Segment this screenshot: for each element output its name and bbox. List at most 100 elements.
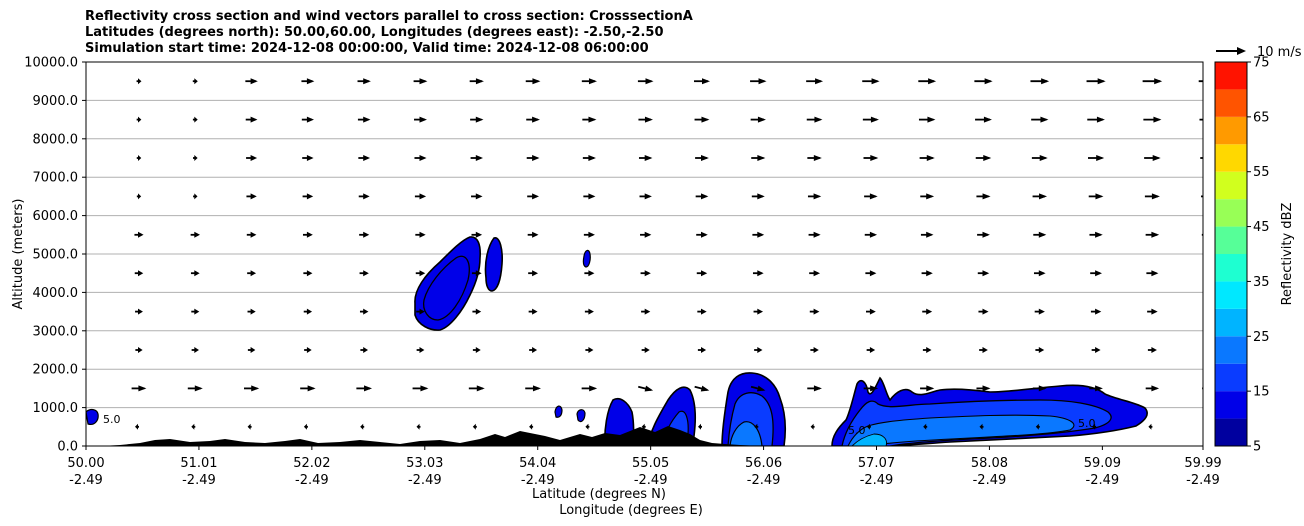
wind-vector-head <box>585 423 589 430</box>
wind-vector-head <box>701 231 708 238</box>
quiver-key-label: 10 m/s <box>1257 45 1302 60</box>
wind-vector-head <box>306 231 313 238</box>
colorbar-tick-label: 15 <box>1253 385 1270 400</box>
wind-vector-head <box>1208 385 1216 391</box>
wind-vector-head <box>475 193 483 200</box>
y-tick-label: 3000.0 <box>33 324 79 339</box>
quiver-key: 10 m/s <box>1216 45 1302 60</box>
wind-vector-head <box>1148 423 1152 430</box>
wind-vector-head <box>644 347 650 353</box>
wind-vector-head <box>419 193 427 200</box>
wind-vector-head <box>138 116 142 123</box>
y-tick-label: 8000.0 <box>33 132 79 147</box>
wind-vector-head <box>532 385 541 392</box>
x-tick-label-lon: -2.49 <box>634 473 668 488</box>
wind-vector-head <box>757 231 765 238</box>
wind-vector-head <box>813 155 822 161</box>
wind-vector-head <box>475 78 484 85</box>
wind-vector-head <box>701 308 707 315</box>
wind-vector-head <box>306 78 315 85</box>
colorbar-segment <box>1215 226 1247 254</box>
wind-vector-head <box>869 347 876 353</box>
colorbar-label: Reflectivity dBZ <box>1280 203 1295 306</box>
wind-vector-head <box>532 270 539 277</box>
colorbar-segment <box>1215 336 1247 364</box>
wind-vector-head <box>138 308 143 315</box>
wind-vector-head <box>983 155 992 161</box>
wind-vector-head <box>1151 231 1160 238</box>
wind-vector-head <box>644 116 653 123</box>
x-tick-label-lon: -2.49 <box>182 473 216 488</box>
wind-vector-head <box>871 78 880 85</box>
x-tick-label-lat: 56.06 <box>745 456 782 471</box>
wind-vector-head <box>306 193 314 200</box>
wind-vector-head <box>644 155 653 161</box>
reflectivity-cell-4-inner <box>729 421 763 446</box>
y-tick-label: 7000.0 <box>33 171 79 186</box>
wind-vector-head <box>926 385 935 392</box>
wind-vector-head <box>306 116 314 123</box>
wind-vector-head <box>532 155 540 161</box>
wind-vector-head <box>138 270 144 277</box>
wind-vector-head <box>1041 78 1050 85</box>
wind-vector-head <box>644 385 654 392</box>
wind-vector-head <box>1151 308 1158 315</box>
wind-vector-head <box>419 231 426 238</box>
wind-vector-head <box>588 193 596 200</box>
wind-vector-head <box>1095 385 1103 392</box>
y-tick-label: 5000.0 <box>33 248 79 263</box>
wind-vector-head <box>926 347 932 353</box>
x-tick-label-lon: -2.49 <box>69 473 103 488</box>
colorbar-segment <box>1215 62 1247 90</box>
wind-vector-head <box>813 385 822 392</box>
wind-vector-head <box>1153 116 1162 123</box>
wind-vector-head <box>138 155 142 161</box>
reflectivity-cell-1b <box>484 237 503 292</box>
reflectivity-cell-1-core <box>422 255 470 321</box>
wind-vector-head <box>869 308 876 315</box>
wind-vector-head <box>1096 116 1105 123</box>
wind-vector-head <box>588 155 596 161</box>
colorbar-segment <box>1215 116 1247 145</box>
wind-vector-head <box>757 270 764 277</box>
wind-vector-head <box>1038 308 1045 315</box>
wind-vector-head <box>194 231 200 238</box>
wind-vector-head <box>475 347 481 353</box>
reflectivity-cell-5-core <box>851 433 887 446</box>
wind-vector-head <box>419 308 425 315</box>
wind-vector-head <box>588 116 597 123</box>
wind-vector-head <box>532 193 539 200</box>
wind-vector-head <box>1151 193 1160 200</box>
x-tick-label-lon: -2.49 <box>1186 473 1220 488</box>
wind-vector-head <box>1151 347 1157 353</box>
wind-vector-head <box>138 78 142 85</box>
y-axis-ticks: 0.0 1000.0 2000.0 3000.0 4000.0 5000.0 6000.0 7… <box>24 56 86 455</box>
wind-vector-head <box>588 78 597 85</box>
colorbar-segment <box>1215 308 1247 337</box>
y-tick-label: 10000.0 <box>24 56 78 71</box>
reflectivity-cell-2 <box>582 249 591 268</box>
wind-vector-head <box>250 116 258 123</box>
wind-vector-head <box>529 423 533 430</box>
wind-vector-head <box>982 231 990 238</box>
colorbar-segment <box>1215 363 1247 392</box>
wind-vector-head <box>813 193 822 200</box>
y-tick-label: 9000.0 <box>33 94 79 109</box>
wind-vector-head <box>1038 385 1047 392</box>
wind-vector-head <box>251 385 260 392</box>
wind-vector-head <box>306 155 314 161</box>
wind-vector-head <box>475 116 484 123</box>
colorbar-segment <box>1215 254 1247 282</box>
wind-vector-head <box>363 193 370 200</box>
wind-vector-head <box>194 78 198 85</box>
y-tick-label: 0.0 <box>57 440 78 455</box>
colorbar-segment <box>1215 281 1247 309</box>
wind-vector-head <box>472 423 476 430</box>
wind-vector-head <box>1205 424 1208 430</box>
wind-vector-head <box>419 270 426 277</box>
wind-vector-head <box>869 231 878 238</box>
wind-vector-head <box>926 231 934 238</box>
wind-vector-head <box>1208 309 1214 315</box>
wind-vector-head <box>532 347 538 353</box>
